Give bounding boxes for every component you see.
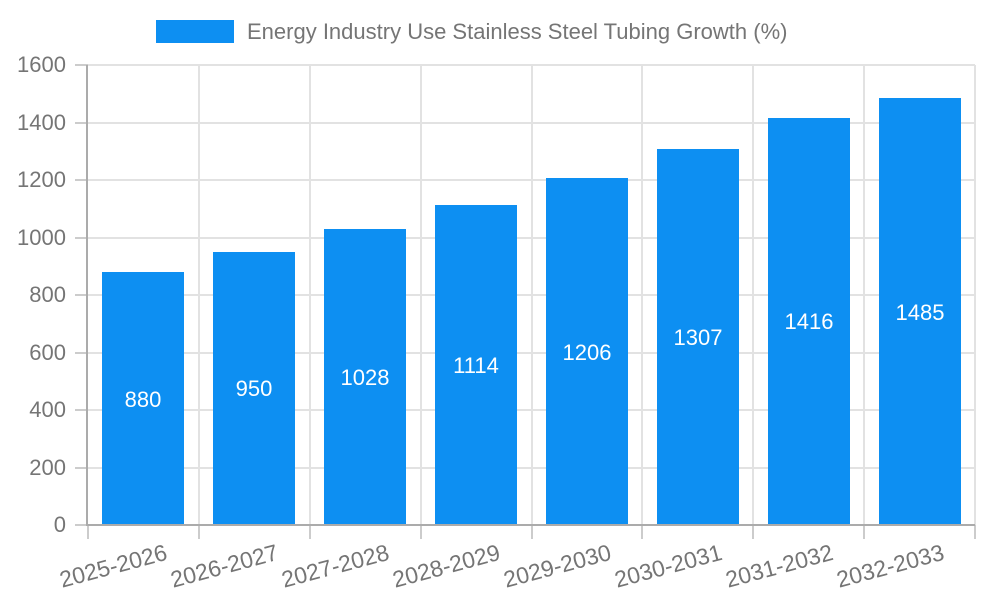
y-axis-tick xyxy=(75,467,88,469)
v-gridline xyxy=(198,65,200,525)
y-axis-tick xyxy=(75,179,88,181)
y-axis-tick xyxy=(75,524,88,526)
x-axis-tick xyxy=(974,525,976,539)
y-axis-label: 1200 xyxy=(17,167,66,192)
x-axis-tick xyxy=(198,525,200,539)
y-axis-label: 200 xyxy=(29,455,66,480)
x-axis-line xyxy=(86,524,975,526)
y-axis-tick xyxy=(75,409,88,411)
y-axis-tick xyxy=(75,352,88,354)
y-axis-label: 1000 xyxy=(17,225,66,250)
bar xyxy=(102,272,184,525)
bar xyxy=(768,118,850,525)
y-axis-tick xyxy=(75,64,88,66)
bar-value-label: 1114 xyxy=(453,353,499,378)
y-axis-line xyxy=(86,65,88,525)
bar xyxy=(546,178,628,525)
y-axis-label: 1600 xyxy=(17,52,66,77)
y-axis-label: 0 xyxy=(53,512,66,537)
v-gridline xyxy=(974,65,976,525)
y-axis-label: 400 xyxy=(29,397,66,422)
bar-value-label: 950 xyxy=(235,376,273,401)
x-axis-tick xyxy=(863,525,865,539)
y-axis-label: 800 xyxy=(29,282,66,307)
y-axis-label: 600 xyxy=(29,340,66,365)
legend-label: Energy Industry Use Stainless Steel Tubi… xyxy=(247,18,788,44)
bar xyxy=(435,205,517,525)
x-axis-tick xyxy=(87,525,89,539)
bar xyxy=(879,98,961,525)
bar-value-label: 1307 xyxy=(673,325,723,350)
x-axis-tick xyxy=(420,525,422,539)
v-gridline xyxy=(420,65,422,525)
y-axis-tick xyxy=(75,237,88,239)
x-axis-tick xyxy=(752,525,754,539)
bar xyxy=(324,229,406,525)
v-gridline xyxy=(641,65,643,525)
bar-value-label: 880 xyxy=(124,387,162,412)
v-gridline xyxy=(531,65,533,525)
bar-value-label: 1485 xyxy=(895,300,945,325)
y-axis-label: 1400 xyxy=(17,110,66,135)
bar-value-label: 1206 xyxy=(562,340,612,365)
v-gridline xyxy=(309,65,311,525)
chart-legend: Energy Industry Use Stainless Steel Tubi… xyxy=(156,19,787,44)
v-gridline xyxy=(863,65,865,525)
y-axis-tick xyxy=(75,294,88,296)
x-axis-tick xyxy=(641,525,643,539)
bar-value-label: 1416 xyxy=(784,309,834,334)
bar-value-label: 1028 xyxy=(340,365,390,390)
x-axis-tick xyxy=(309,525,311,539)
legend-swatch xyxy=(156,20,234,43)
bar xyxy=(213,252,295,525)
bar xyxy=(657,149,739,525)
v-gridline xyxy=(752,65,754,525)
y-axis-tick xyxy=(75,122,88,124)
x-axis-tick xyxy=(531,525,533,539)
